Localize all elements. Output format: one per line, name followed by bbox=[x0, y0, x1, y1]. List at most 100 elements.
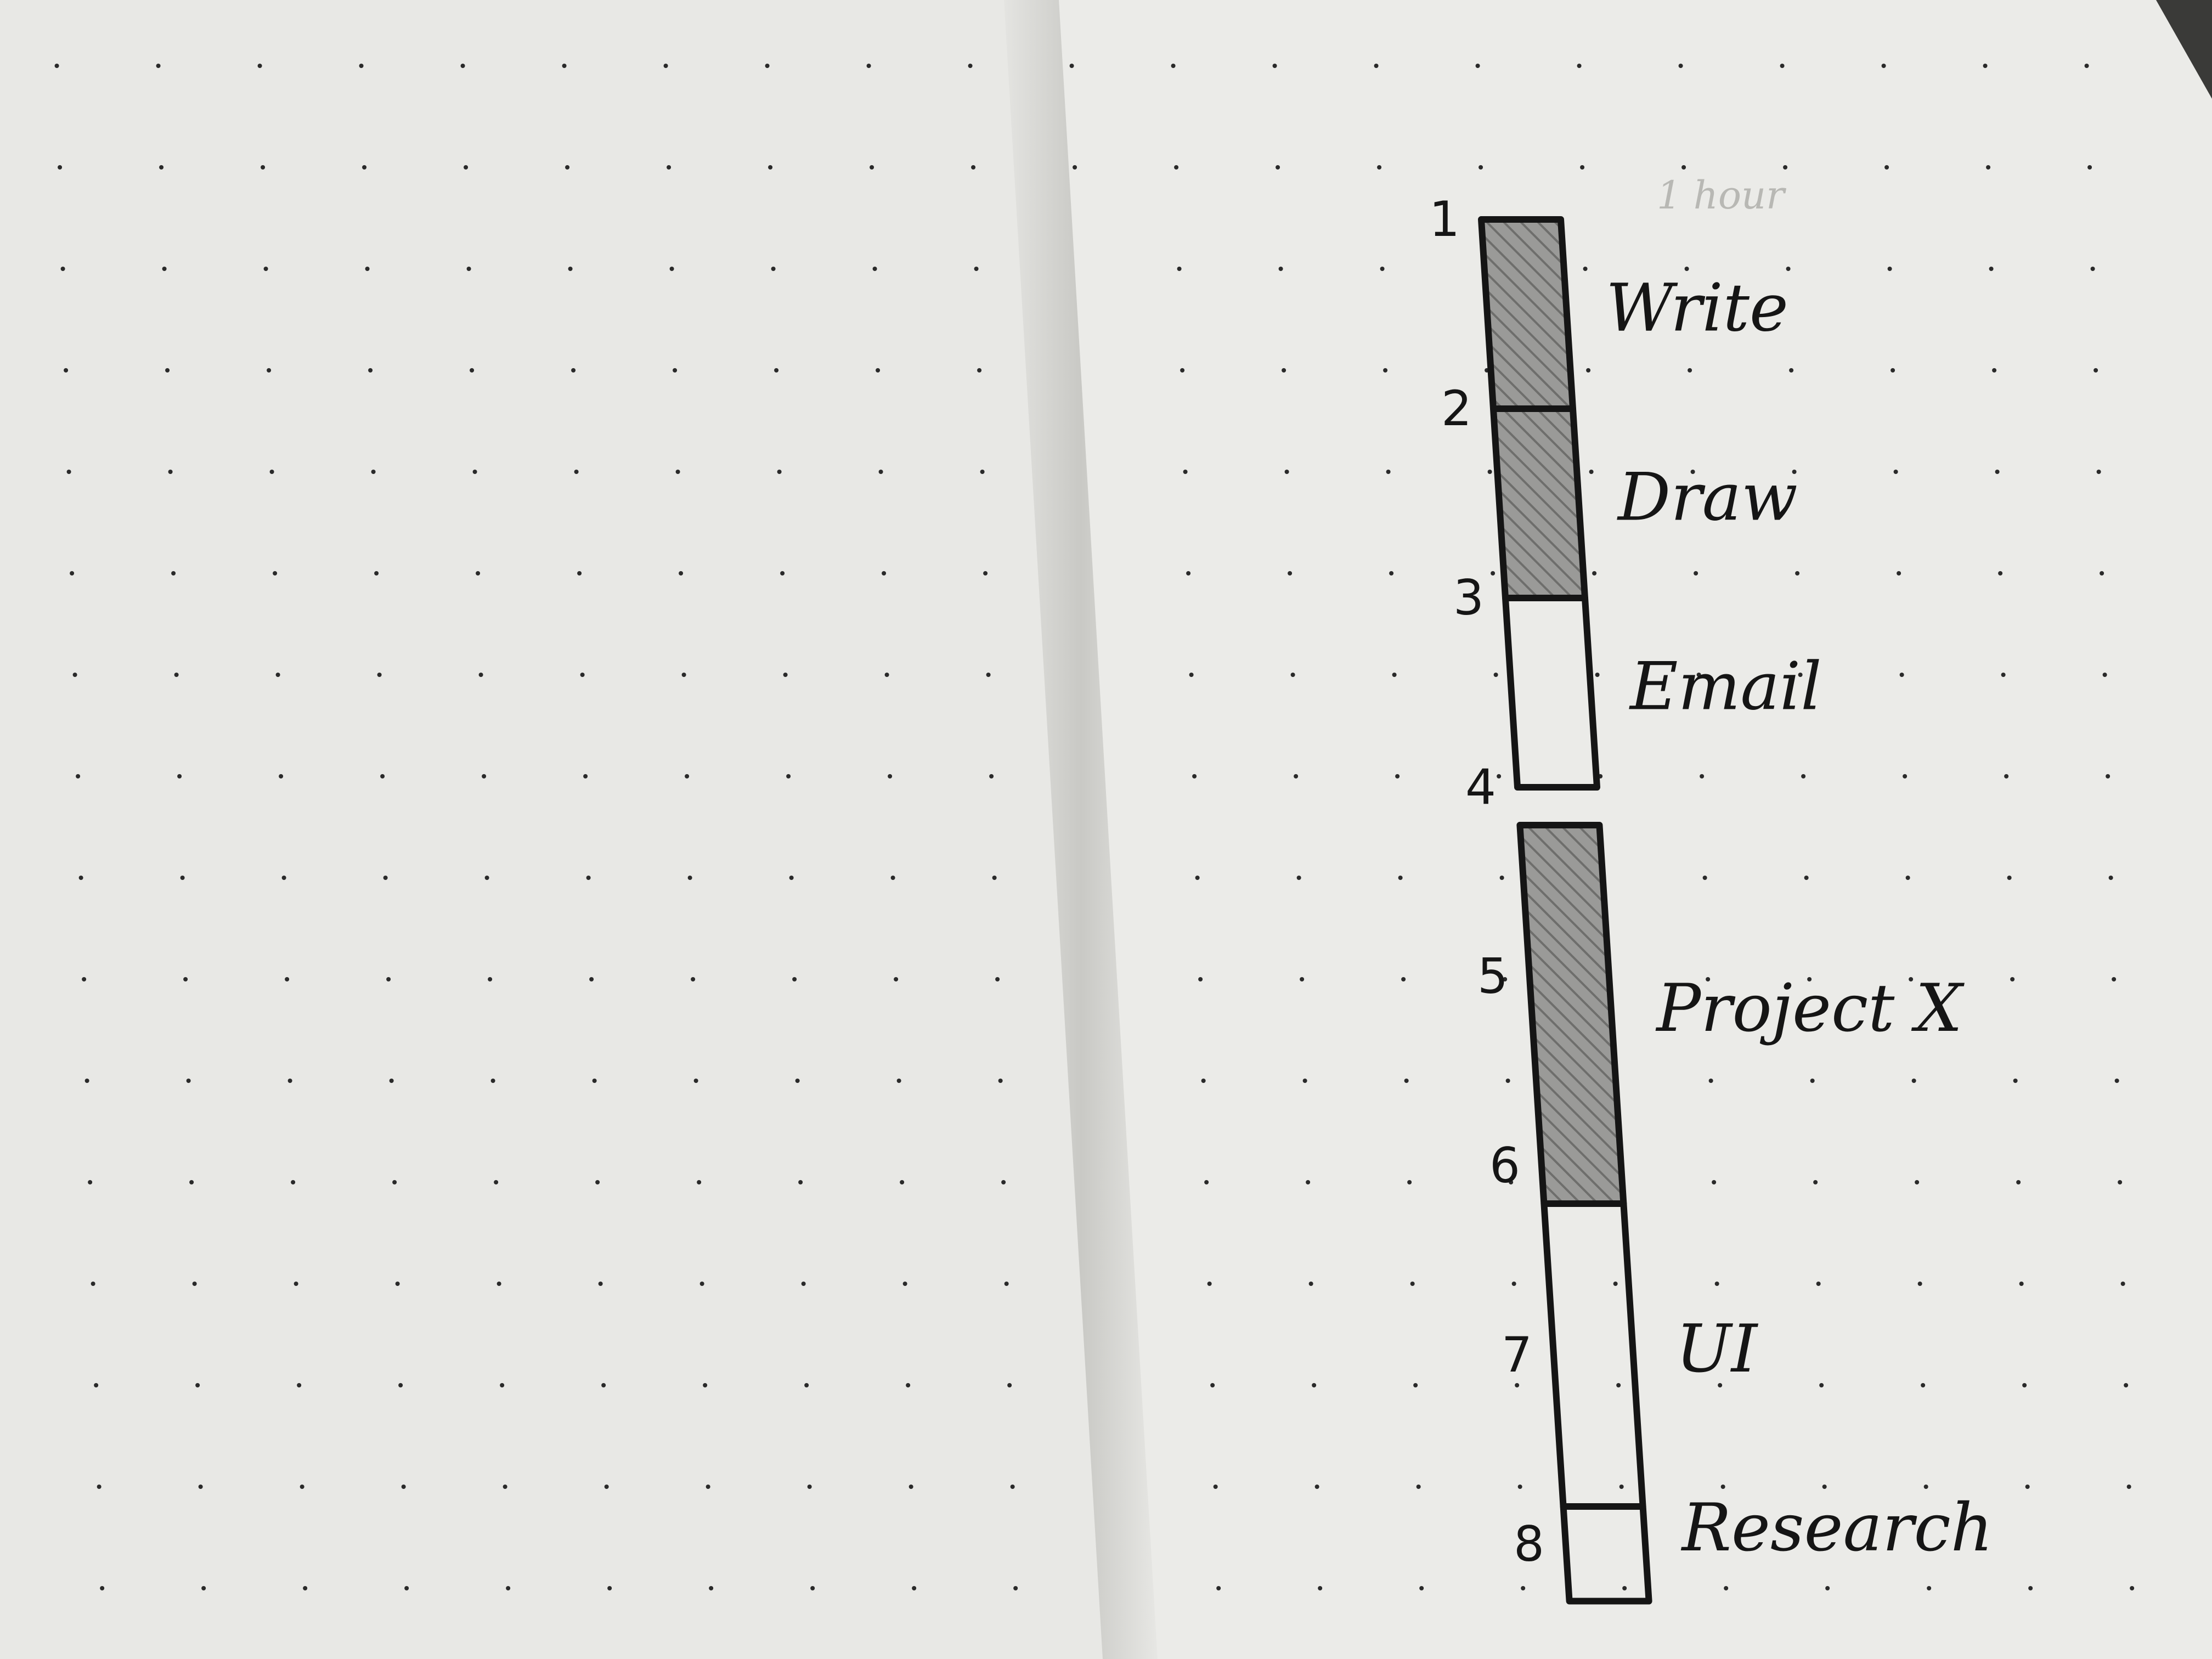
grid-dot bbox=[285, 977, 290, 981]
grid-dot bbox=[1278, 267, 1283, 271]
grid-dot bbox=[1210, 1383, 1215, 1387]
grid-dot bbox=[303, 1586, 308, 1590]
grid-dot bbox=[1619, 1485, 1624, 1489]
grid-dot bbox=[810, 1586, 815, 1590]
grid-dot bbox=[1702, 876, 1707, 880]
grid-dot bbox=[1789, 368, 1794, 373]
grid-dot bbox=[2108, 876, 2113, 880]
grid-dot bbox=[1515, 1383, 1520, 1387]
grid-dot bbox=[2126, 1485, 2131, 1489]
grid-dot bbox=[1186, 571, 1191, 575]
grid-dot bbox=[189, 1180, 194, 1184]
grid-dot bbox=[275, 673, 280, 677]
grid-dot bbox=[1294, 774, 1299, 778]
grid-dot bbox=[78, 876, 83, 880]
grid-dot bbox=[1813, 1180, 1818, 1184]
grid-dot bbox=[2087, 165, 2092, 170]
grid-dot bbox=[2102, 673, 2107, 677]
grid-dot bbox=[198, 1485, 203, 1489]
grid-dot bbox=[1416, 1485, 1421, 1489]
right-page bbox=[1031, 0, 2212, 1659]
grid-dot bbox=[2013, 1079, 2018, 1083]
grid-dot bbox=[58, 165, 63, 170]
grid-dot bbox=[362, 165, 367, 170]
grid-dot bbox=[884, 673, 889, 677]
grid-dot bbox=[971, 165, 976, 170]
grid-dot bbox=[1517, 1485, 1522, 1489]
grid-dot bbox=[1001, 1180, 1006, 1184]
grid-dot bbox=[980, 470, 985, 474]
grid-dot bbox=[1177, 267, 1182, 271]
grid-dot bbox=[780, 571, 785, 575]
grid-dot bbox=[72, 673, 77, 677]
grid-dot bbox=[1899, 673, 1904, 677]
grid-dot bbox=[1479, 165, 1483, 170]
grid-dot bbox=[872, 267, 877, 271]
grid-dot bbox=[76, 774, 81, 778]
grid-dot bbox=[380, 774, 385, 778]
grid-dot bbox=[1183, 470, 1188, 474]
grid-dot bbox=[1302, 1079, 1307, 1083]
grid-dot bbox=[801, 1282, 806, 1286]
grid-dot bbox=[1383, 368, 1388, 373]
grid-dot bbox=[1419, 1586, 1424, 1590]
grid-dot bbox=[257, 64, 262, 68]
faint-erased-note: 1 hour bbox=[1657, 173, 1786, 218]
grid-dot bbox=[909, 1485, 913, 1489]
grid-dot bbox=[765, 64, 770, 68]
grid-dot bbox=[2090, 267, 2095, 271]
dot-grid bbox=[54, 64, 2135, 1590]
grid-dot bbox=[795, 1079, 800, 1083]
grid-dot bbox=[374, 571, 379, 575]
grid-dot bbox=[1887, 267, 1892, 271]
grid-dot bbox=[162, 267, 167, 271]
grid-dot bbox=[580, 673, 585, 677]
grid-dot bbox=[1171, 64, 1176, 68]
grid-dot bbox=[168, 470, 173, 474]
grid-dot bbox=[998, 1079, 1003, 1083]
grid-dot bbox=[1174, 165, 1179, 170]
grid-dot bbox=[1595, 673, 1600, 677]
grid-dot bbox=[592, 1079, 597, 1083]
grid-dot bbox=[2019, 1282, 2024, 1286]
grid-dot bbox=[888, 774, 893, 778]
grid-dot bbox=[165, 368, 170, 373]
block-label-draw: Draw bbox=[1617, 460, 1798, 536]
grid-dot bbox=[2120, 1282, 2125, 1286]
grid-dot bbox=[1374, 64, 1379, 68]
grid-dot bbox=[1909, 977, 1914, 981]
grid-dot bbox=[663, 64, 668, 68]
grid-dot bbox=[595, 1180, 600, 1184]
grid-dot bbox=[679, 571, 684, 575]
grid-dot bbox=[1622, 1586, 1627, 1590]
grid-dot bbox=[586, 876, 591, 880]
grid-dot bbox=[1580, 165, 1585, 170]
grid-dot bbox=[84, 1079, 89, 1083]
grid-dot bbox=[383, 876, 388, 880]
grid-dot bbox=[1395, 774, 1400, 778]
block-label-project-x: Project X bbox=[1655, 970, 1965, 1047]
grid-dot bbox=[1688, 368, 1692, 373]
grid-dot bbox=[472, 470, 477, 474]
grid-dot bbox=[156, 64, 161, 68]
grid-dot bbox=[398, 1383, 403, 1387]
grid-dot bbox=[1493, 673, 1498, 677]
grid-dot bbox=[263, 267, 268, 271]
grid-dot bbox=[1207, 1282, 1212, 1286]
grid-dot bbox=[1312, 1383, 1317, 1387]
grid-dot bbox=[1521, 1586, 1526, 1590]
hour-mark-7: 7 bbox=[1502, 1327, 1532, 1383]
grid-dot bbox=[673, 368, 678, 373]
grid-dot bbox=[1810, 1079, 1815, 1083]
grid-dot bbox=[2096, 470, 2101, 474]
grid-dot bbox=[568, 267, 573, 271]
left-page bbox=[0, 0, 1130, 1659]
grid-dot bbox=[992, 876, 997, 880]
grid-dot bbox=[2118, 1180, 2123, 1184]
shade-draw bbox=[1493, 409, 1585, 598]
grid-dot bbox=[1004, 1282, 1009, 1286]
block-label-ui: UI bbox=[1676, 1311, 1759, 1387]
grid-dot bbox=[1720, 1485, 1725, 1489]
grid-dot bbox=[1204, 1180, 1209, 1184]
grid-dot bbox=[1690, 470, 1695, 474]
